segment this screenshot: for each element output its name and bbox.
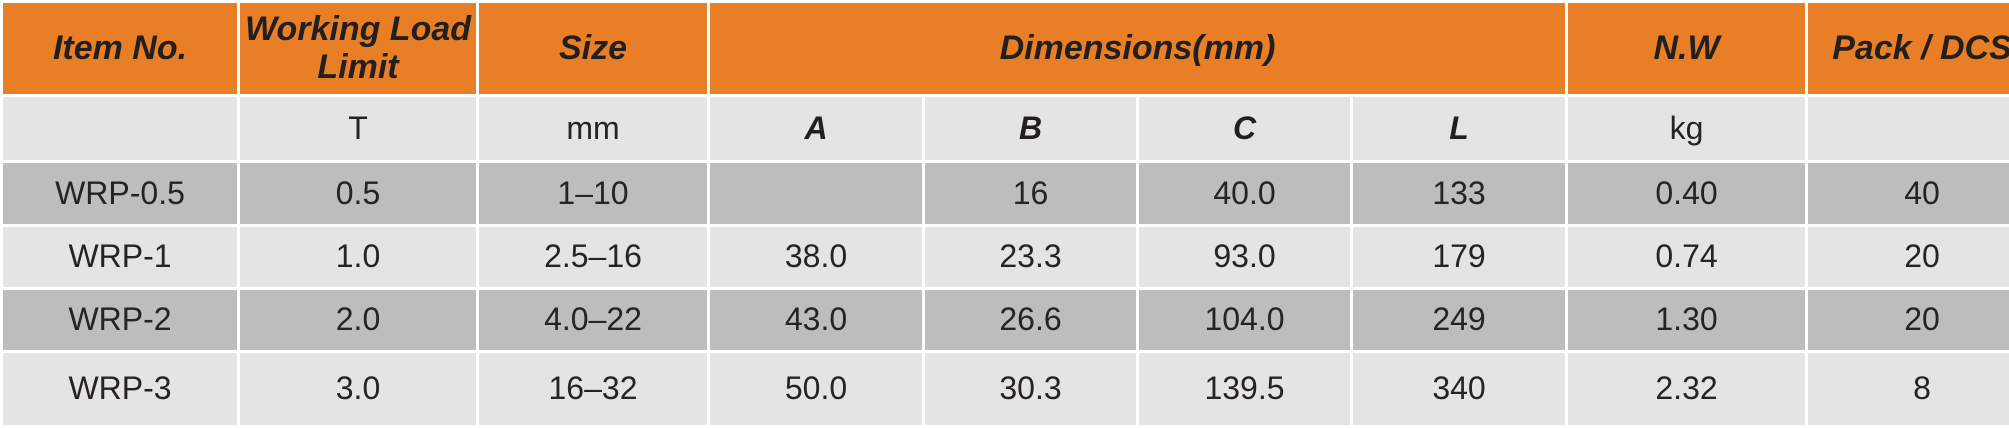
unit-net-weight: kg (1568, 97, 1806, 161)
cell-pack: 20 (1808, 289, 2009, 350)
table-header-row: Item No. Working Load Limit Size Dimensi… (3, 3, 2009, 95)
cell-pack: 20 (1808, 226, 2009, 287)
unit-item-no-blank (3, 97, 237, 161)
unit-dimension-l: L (1353, 97, 1566, 161)
table-row-wrp-2: WRP-2 2.0 4.0–22 43.0 26.6 104.0 249 1.3… (3, 289, 2009, 350)
cell-dimension-c: 40.0 (1139, 163, 1350, 224)
cell-pack: 8 (1808, 352, 2009, 425)
cell-dimension-c: 93.0 (1139, 226, 1350, 287)
cell-pack: 40 (1808, 163, 2009, 224)
table-row-wrp-3: WRP-3 3.0 16–32 50.0 30.3 139.5 340 2.32… (3, 352, 2009, 425)
cell-dimension-a: 50.0 (710, 352, 922, 425)
cell-net-weight: 1.30 (1568, 289, 1806, 350)
cell-dimension-c: 104.0 (1139, 289, 1350, 350)
unit-pack-blank (1808, 97, 2009, 161)
cell-working-load-limit: 2.0 (240, 289, 476, 350)
cell-dimension-a: 43.0 (710, 289, 922, 350)
cell-dimension-a (710, 163, 922, 224)
cell-item-no: WRP-1 (3, 226, 237, 287)
cell-dimension-a: 38.0 (710, 226, 922, 287)
cell-net-weight: 0.40 (1568, 163, 1806, 224)
cell-dimension-b: 26.6 (925, 289, 1136, 350)
cell-dimension-b: 30.3 (925, 352, 1136, 425)
unit-size: mm (479, 97, 707, 161)
cell-dimension-b: 16 (925, 163, 1136, 224)
cell-dimension-l: 133 (1353, 163, 1566, 224)
cell-working-load-limit: 1.0 (240, 226, 476, 287)
cell-size: 4.0–22 (479, 289, 707, 350)
cell-net-weight: 2.32 (1568, 352, 1806, 425)
unit-dimension-a: A (710, 97, 922, 161)
col-header-working-load-limit: Working Load Limit (240, 3, 476, 95)
table-row-wrp-1: WRP-1 1.0 2.5–16 38.0 23.3 93.0 179 0.74… (3, 226, 2009, 287)
cell-size: 2.5–16 (479, 226, 707, 287)
cell-dimension-c: 139.5 (1139, 352, 1350, 425)
cell-dimension-l: 340 (1353, 352, 1566, 425)
cell-item-no: WRP-2 (3, 289, 237, 350)
cell-size: 16–32 (479, 352, 707, 425)
col-header-dimensions: Dimensions(mm) (710, 3, 1566, 95)
cell-item-no: WRP-0.5 (3, 163, 237, 224)
cell-dimension-l: 179 (1353, 226, 1566, 287)
cell-item-no: WRP-3 (3, 352, 237, 425)
col-header-pack-dcs: Pack / DCS (1808, 3, 2009, 95)
table-row-wrp-0-5: WRP-0.5 0.5 1–10 16 40.0 133 0.40 40 (3, 163, 2009, 224)
cell-working-load-limit: 3.0 (240, 352, 476, 425)
cell-working-load-limit: 0.5 (240, 163, 476, 224)
unit-dimension-c: C (1139, 97, 1350, 161)
col-header-net-weight: N.W (1568, 3, 1806, 95)
table-units-row: T mm A B C L kg (3, 97, 2009, 161)
col-header-item-no: Item No. (3, 3, 237, 95)
cell-dimension-l: 249 (1353, 289, 1566, 350)
unit-working-load-limit: T (240, 97, 476, 161)
col-header-size: Size (479, 3, 707, 95)
cell-size: 1–10 (479, 163, 707, 224)
cell-net-weight: 0.74 (1568, 226, 1806, 287)
unit-dimension-b: B (925, 97, 1136, 161)
cell-dimension-b: 23.3 (925, 226, 1136, 287)
